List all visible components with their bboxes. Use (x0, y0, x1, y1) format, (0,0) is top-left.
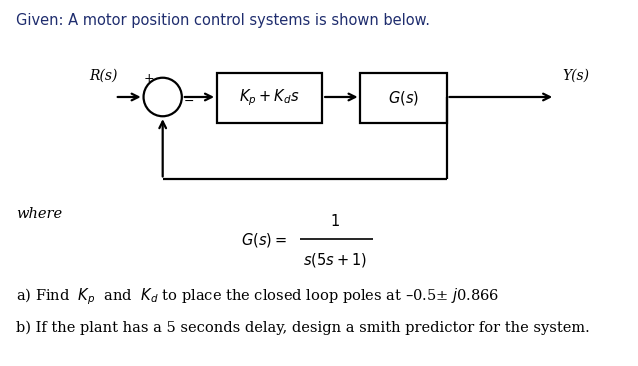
Text: Y(s): Y(s) (563, 69, 590, 83)
Bar (360, 73, 447, 123)
Text: Given: A motor position control systems is shown below.: Given: A motor position control systems … (16, 13, 430, 28)
Text: $1$: $1$ (330, 213, 340, 229)
Text: b) If the plant has a 5 seconds delay, design a smith predictor for the system.: b) If the plant has a 5 seconds delay, d… (16, 320, 590, 335)
Text: $G(s) =$: $G(s) =$ (241, 231, 287, 249)
Text: a) Find  $K_p$  and  $K_d$ to place the closed loop poles at –0.5± $j$0.866: a) Find $K_p$ and $K_d$ to place the clo… (16, 286, 499, 307)
Bar (217, 73, 322, 123)
Text: $s(5s+1)$: $s(5s+1)$ (303, 251, 367, 269)
Text: −: − (184, 95, 194, 108)
Text: $G(s)$: $G(s)$ (388, 89, 419, 107)
Text: +: + (144, 72, 154, 85)
Text: $K_p + K_d s$: $K_p + K_d s$ (239, 87, 300, 108)
Text: where: where (16, 207, 62, 221)
Text: R(s): R(s) (89, 69, 117, 83)
